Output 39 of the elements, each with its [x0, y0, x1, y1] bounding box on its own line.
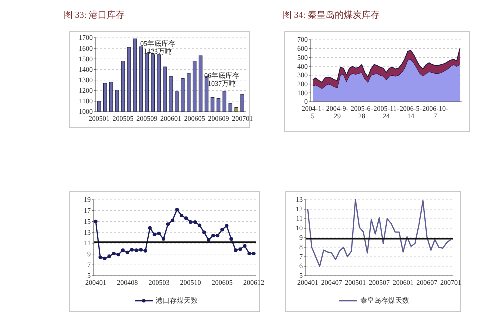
point [94, 220, 98, 224]
point [108, 254, 112, 258]
line-series [307, 199, 452, 268]
point [180, 214, 184, 218]
point [139, 248, 143, 252]
point [238, 248, 242, 252]
point [121, 248, 125, 252]
point [243, 244, 247, 248]
point [194, 220, 198, 224]
point [202, 230, 206, 234]
point [166, 222, 170, 226]
point [207, 238, 211, 242]
point [170, 218, 175, 222]
point [116, 253, 120, 257]
point [162, 237, 166, 241]
point [212, 234, 216, 238]
point [157, 232, 161, 236]
chart-title: 图 33: 港口库存 [64, 10, 126, 20]
point [230, 237, 234, 241]
chart-title: 图 34: 秦皇岛的煤炭库存 [283, 10, 380, 20]
point [126, 250, 130, 254]
point [175, 208, 180, 212]
point [252, 252, 256, 256]
point [198, 224, 202, 228]
point [234, 248, 238, 252]
point [189, 220, 193, 224]
point [144, 249, 148, 253]
point [148, 226, 152, 230]
point [103, 256, 107, 260]
point [184, 216, 188, 220]
point [112, 252, 116, 256]
point [98, 256, 102, 260]
point [216, 234, 220, 238]
point [225, 224, 229, 228]
point [152, 232, 156, 237]
point [248, 252, 252, 256]
point [134, 248, 138, 252]
point [220, 228, 224, 232]
point [130, 248, 134, 252]
